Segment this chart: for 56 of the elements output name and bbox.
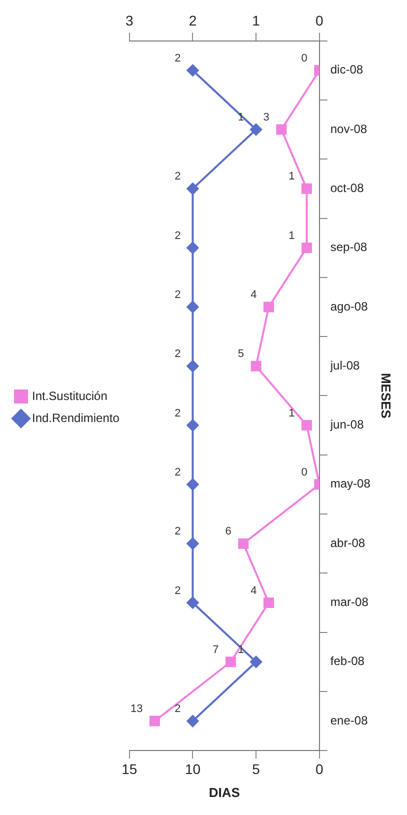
data-label: 2	[174, 230, 181, 242]
data-label: 13	[130, 703, 143, 716]
data-label: 4	[250, 289, 257, 302]
data-label: 7	[212, 644, 219, 656]
point	[263, 597, 274, 608]
x-tick-label: 10	[184, 760, 201, 777]
data-label: 2	[174, 170, 181, 183]
data-label: 2	[174, 466, 181, 478]
x2-tick-label: 2	[188, 12, 197, 28]
data-label: 0	[301, 466, 308, 478]
point	[263, 302, 274, 312]
x2-tick-label: 3	[125, 12, 134, 28]
data-label: 2	[174, 52, 181, 64]
point	[301, 242, 312, 254]
data-label: 2	[174, 407, 181, 420]
legend-label: Int.Sustitución	[32, 388, 108, 403]
legend-label: Ind.Rendimiento	[32, 410, 120, 425]
data-label: 2	[174, 526, 181, 538]
y-tick-label: sep-08	[330, 240, 368, 254]
data-label: 2	[174, 289, 181, 302]
point	[301, 183, 312, 194]
data-label: 1	[288, 230, 295, 242]
y-tick-label: ene-08	[330, 713, 368, 728]
y-tick-label: ago-08	[330, 299, 368, 314]
x-tick-label: 5	[252, 760, 260, 777]
point	[276, 124, 287, 135]
data-label: 6	[225, 526, 232, 538]
data-label: 0	[301, 52, 308, 64]
y-tick-label: may-08	[330, 476, 371, 491]
x2-tick-label: 0	[315, 12, 324, 28]
y-axis-title: MESES	[378, 372, 394, 419]
x-axis-title: DIAS	[208, 784, 240, 800]
y-tick-label: oct-08	[330, 180, 364, 195]
point	[250, 360, 262, 372]
data-label: 2	[174, 584, 181, 597]
point	[149, 716, 160, 726]
y-tick-label: jun-08	[329, 418, 364, 432]
y-tick-label: mar-08	[330, 595, 369, 610]
y-tick-label: abr-08	[330, 536, 366, 550]
data-label: 1	[288, 407, 295, 420]
x2-tick-label: 1	[252, 12, 260, 28]
data-label: 2	[174, 703, 181, 716]
data-label: 3	[263, 112, 270, 124]
y-tick-label: jul-08	[329, 358, 360, 372]
point	[301, 420, 312, 431]
y-tick-label: dic-08	[330, 62, 364, 77]
y-tick-label: feb-08	[330, 654, 365, 668]
x-tick-label: 15	[122, 760, 138, 777]
x-tick-label: 0	[315, 760, 324, 777]
point	[225, 656, 236, 668]
data-label: 2	[174, 348, 181, 360]
point	[238, 538, 249, 549]
data-label: 4	[250, 584, 257, 597]
data-label: 5	[238, 348, 244, 360]
data-label: 1	[288, 170, 295, 183]
y-tick-label: nov-08	[330, 122, 368, 136]
